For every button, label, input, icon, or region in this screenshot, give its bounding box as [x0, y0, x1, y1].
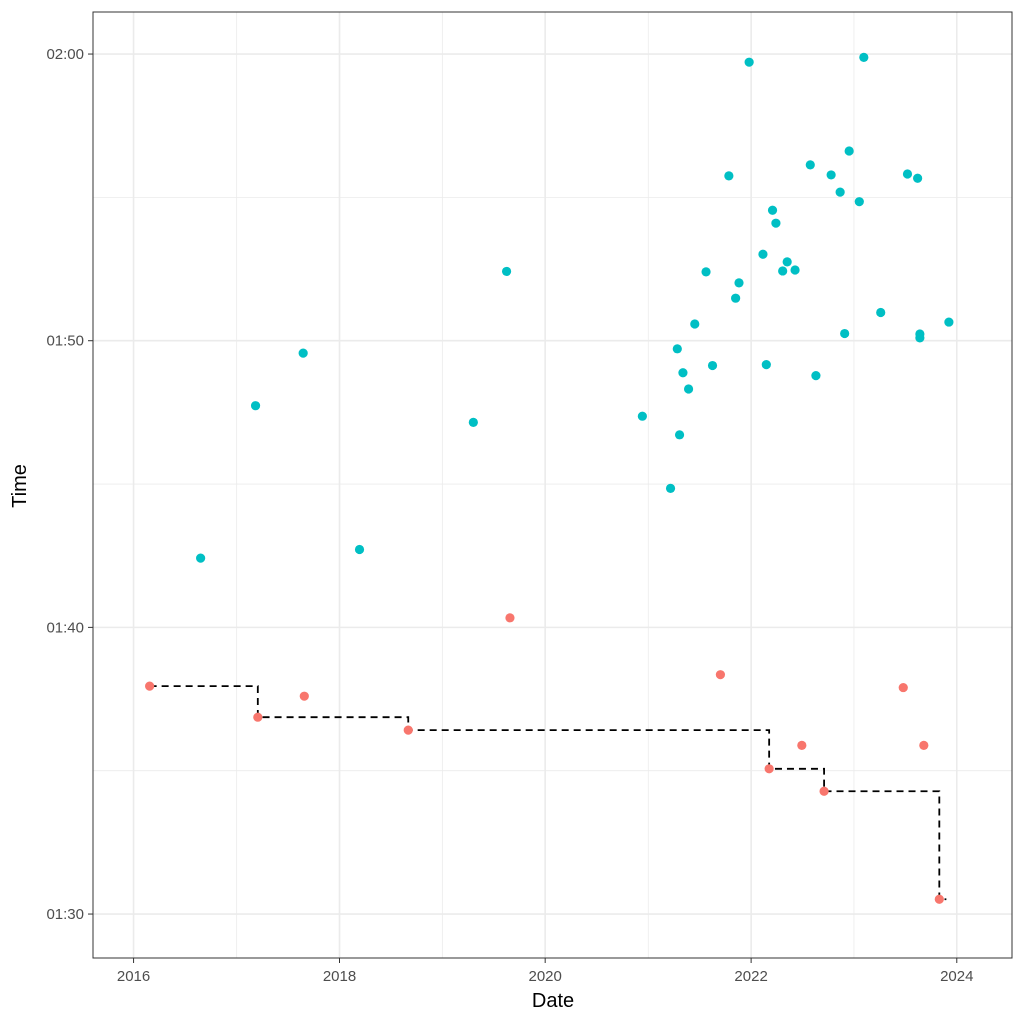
panel-border — [92, 11, 1013, 959]
data-point-teal — [854, 197, 864, 207]
data-point-teal — [767, 205, 778, 215]
data-point-salmon — [299, 691, 309, 701]
data-point-teal — [724, 171, 734, 181]
x-tick-label: 2024 — [940, 968, 973, 985]
x-axis-title: Date — [532, 990, 574, 1012]
y-tick-label: 01:30 — [46, 906, 84, 923]
data-point-teal — [196, 553, 206, 563]
data-point-teal — [250, 401, 261, 411]
data-point-teal — [876, 307, 886, 318]
data-point-salmon — [919, 740, 929, 750]
data-point-teal — [805, 160, 815, 170]
data-point-salmon — [715, 670, 726, 680]
data-point-teal — [944, 317, 954, 327]
x-tick-label: 2022 — [734, 968, 767, 985]
y-tick-labels: 01:30 01:40 01:50 02:00 — [46, 46, 84, 923]
data-point-teal — [690, 319, 700, 329]
data-point-teal — [790, 265, 800, 275]
data-point-teal — [678, 368, 688, 378]
step-line-layer — [149, 685, 947, 901]
data-point-teal — [468, 417, 478, 428]
data-point-teal — [637, 411, 647, 421]
data-point-teal — [707, 360, 718, 371]
data-point-teal — [782, 257, 792, 267]
data-point-teal — [734, 278, 744, 288]
data-point-teal — [778, 266, 788, 276]
data-point-teal — [826, 170, 836, 180]
data-point-teal — [672, 344, 682, 354]
data-point-teal — [683, 384, 694, 394]
data-point-salmon — [764, 764, 774, 774]
x-tick-label: 2020 — [528, 968, 561, 985]
data-point-teal — [811, 370, 821, 381]
data-point-salmon — [253, 712, 263, 722]
data-point-teal — [744, 57, 754, 67]
y-tick-label: 01:40 — [46, 619, 84, 636]
data-point-teal — [758, 249, 768, 259]
axis-ticks — [88, 53, 958, 963]
data-point-salmon — [505, 613, 515, 623]
data-point-teal — [840, 328, 850, 339]
y-tick-label: 02:00 — [46, 46, 84, 63]
data-point-teal — [902, 169, 913, 179]
step-line — [149, 685, 947, 901]
data-point-teal — [835, 187, 845, 197]
y-tick-label: 01:50 — [46, 333, 84, 350]
x-tick-labels: 2016 2018 2020 2022 2024 — [117, 968, 974, 985]
data-point-teal — [913, 173, 923, 183]
minor-gridlines — [93, 12, 1012, 958]
data-point-teal — [859, 52, 869, 62]
y-axis-title: Time — [9, 464, 31, 508]
data-point-teal — [761, 360, 771, 370]
data-point-salmon — [145, 681, 155, 691]
data-point-teal — [354, 544, 365, 555]
data-point-teal — [771, 218, 781, 228]
data-point-teal — [665, 483, 676, 493]
data-point-teal — [915, 329, 925, 339]
data-point-salmon — [403, 725, 413, 735]
data-point-teal — [501, 266, 512, 277]
data-point-salmon — [898, 682, 908, 693]
data-point-salmon — [819, 786, 829, 796]
points-layer — [145, 52, 954, 904]
data-point-teal — [298, 348, 308, 358]
major-gridlines — [93, 12, 1012, 958]
data-point-teal — [731, 293, 741, 303]
x-tick-label: 2018 — [323, 968, 356, 985]
x-tick-label: 2016 — [117, 968, 150, 985]
data-point-salmon — [934, 894, 944, 904]
data-point-teal — [674, 430, 685, 440]
data-point-teal — [844, 146, 854, 156]
data-point-teal — [701, 267, 711, 277]
data-point-salmon — [797, 740, 807, 750]
